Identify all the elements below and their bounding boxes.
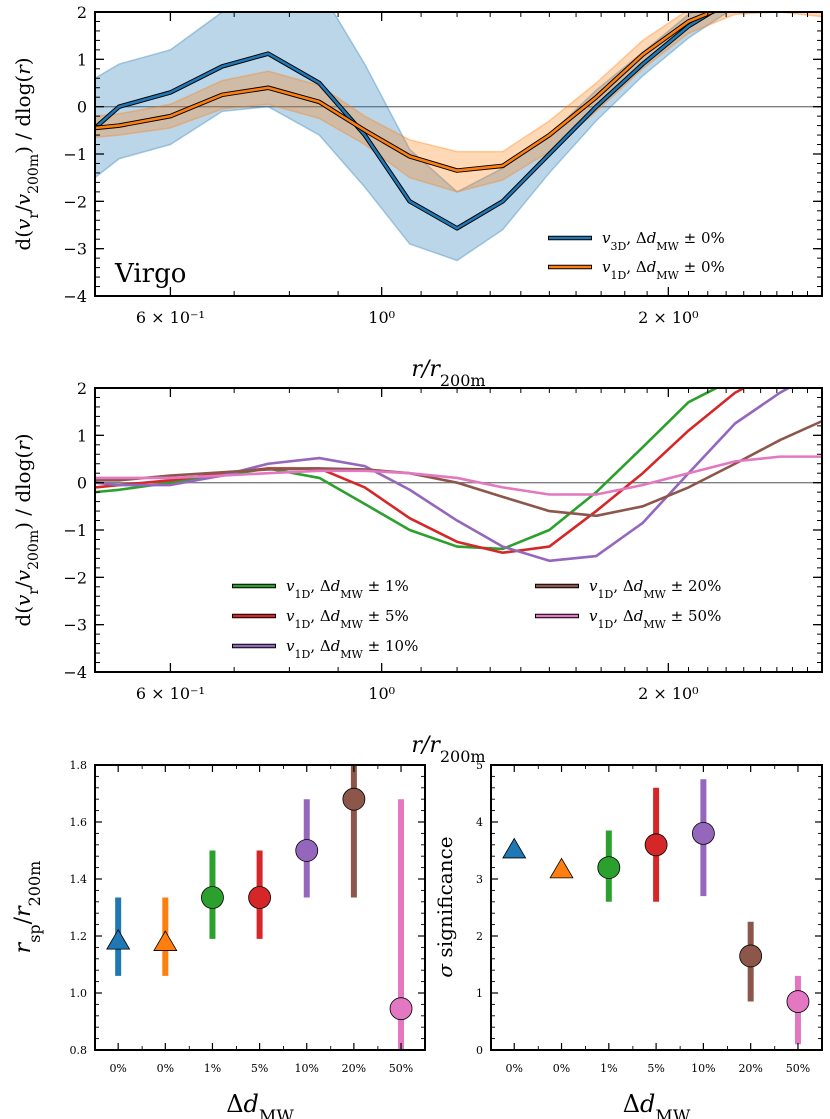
bottom-right-marker-circle-purple <box>691 822 715 845</box>
middle-xlabel: r/r200m <box>411 733 485 766</box>
bottom-left-xtick-label: 5% <box>251 1062 268 1075</box>
bottom-left-marker-circle-green <box>201 886 224 909</box>
middle-xtick-label: 2 × 10⁰ <box>638 684 699 703</box>
bottom-right-ytick-label: 0 <box>476 1044 483 1057</box>
top-xtick-label: 10⁰ <box>368 308 395 327</box>
top-xtick-label: 2 × 10⁰ <box>638 308 699 327</box>
middle-legend-label: v1D, ΔdMW ± 10% <box>286 637 418 661</box>
top-ytick-label: −3 <box>63 240 87 259</box>
bottom-right-ytick-label: 2 <box>476 930 483 943</box>
top-ytick-label: 1 <box>77 50 87 69</box>
middle-ytick-label: −3 <box>63 616 87 635</box>
middle-legend-label: v1D, ΔdMW ± 5% <box>286 607 409 631</box>
middle-plot-area <box>95 388 822 563</box>
bottom-right-marker-circle-pink <box>786 990 810 1013</box>
middle-legend-label: v1D, ΔdMW ± 20% <box>589 577 721 601</box>
bottom-left-marker-circle-purple <box>295 839 319 862</box>
top-band-blue <box>95 12 730 262</box>
bottom-left-ytick-label: 1.2 <box>70 930 88 943</box>
bottom-left-xtick-label: 50% <box>389 1062 413 1075</box>
middle-xtick-label: 6 × 10⁻¹ <box>136 684 205 703</box>
top-ytick-label: −1 <box>63 145 87 164</box>
top-ytick-label: −2 <box>63 192 87 211</box>
bottom-right-xtick-label: 0% <box>506 1062 523 1075</box>
middle-line-purple <box>95 388 792 563</box>
bottom-left-marker-circle-pink <box>389 997 413 1021</box>
bottom-left-ytick-label: 1.6 <box>70 816 88 829</box>
middle-line-brown <box>95 419 822 518</box>
bottom-left-marker-triangle-blue <box>106 928 131 950</box>
middle-legend-label: v1D, ΔdMW ± 50% <box>589 607 721 631</box>
bottom-left-splashback-radius-plot: 0.8 1.0 1.2 1.4 1.6 1.8 0% 0% 1% 5% 10% 20% 50% ΔdMW r… <box>11 759 426 1119</box>
bottom-right-ylabel: σ significance <box>433 836 457 977</box>
bottom-left-xlabel: ΔdMW <box>226 1090 294 1119</box>
top-panel-derivative-plot: −4 −3 −2 −1 0 1 2 6 × 10⁻¹ 10⁰ 2 × 10⁰ r/r200m d(vr… <box>11 3 823 390</box>
middle-ytick-label: 1 <box>77 426 87 445</box>
bottom-left-marker-circle-brown <box>342 787 366 811</box>
bottom-right-ytick-label: 4 <box>476 816 483 829</box>
top-ylabel: d(vr/v200m) / dlog(r) <box>11 57 42 250</box>
bottom-right-marker-circle-red <box>644 833 668 857</box>
bottom-right-xtick-label: 0% <box>553 1062 570 1075</box>
middle-ytick-label: −2 <box>63 568 87 587</box>
middle-line-pink <box>95 455 822 496</box>
middle-legend-label: v1D, ΔdMW ± 1% <box>286 577 409 601</box>
bottom-right-xtick-label: 1% <box>600 1062 617 1075</box>
bottom-left-marker-triangle-orange <box>153 930 178 951</box>
bottom-right-marker-triangle-blue <box>502 837 527 859</box>
middle-ytick-label: −1 <box>63 521 87 540</box>
bottom-left-xtick-label: 10% <box>295 1062 319 1075</box>
bottom-right-ytick-label: 5 <box>476 759 483 772</box>
top-ytick-label: 2 <box>77 3 87 22</box>
bottom-left-ylabel: rsp/r200m <box>11 861 44 954</box>
bottom-right-marker-circle-green <box>597 856 621 879</box>
middle-frame <box>94 387 823 673</box>
bottom-right-marker-circle-brown <box>739 944 763 968</box>
bottom-left-ytick-label: 1.0 <box>70 987 88 1000</box>
bottom-left-marker-circle-red <box>248 886 272 909</box>
middle-ytick-label: 0 <box>77 474 87 493</box>
top-legend-label: v3D, ΔdMW ± 0% <box>602 229 725 253</box>
bottom-left-ytick-label: 1.8 <box>70 759 88 772</box>
bottom-left-plot-area <box>106 765 413 1050</box>
bottom-right-xtick-label: 20% <box>738 1062 762 1075</box>
middle-xtick-label: 10⁰ <box>368 684 395 703</box>
bottom-right-marker-triangle-orange <box>549 857 574 879</box>
top-ytick-label: 0 <box>77 98 87 117</box>
middle-ylabel: d(vr/v200m) / dlog(r) <box>11 433 42 626</box>
bottom-right-xtick-label: 5% <box>647 1062 664 1075</box>
bottom-left-xtick-label: 1% <box>204 1062 221 1075</box>
top-plot-area <box>95 12 822 262</box>
bottom-right-xtick-label: 10% <box>691 1062 715 1075</box>
top-legend-label: v1D, ΔdMW ± 0% <box>602 258 725 282</box>
top-xlabel: r/r200m <box>411 357 485 390</box>
middle-panel-derivative-plot: −4 −3 −2 −1 0 1 2 6 × 10⁻¹ 10⁰ 2 × 10⁰ r/r200m d(vr… <box>11 379 823 766</box>
bottom-left-xtick-label: 20% <box>342 1062 366 1075</box>
bottom-left-xtick-label: 0% <box>109 1062 126 1075</box>
top-xtick-label: 6 × 10⁻¹ <box>136 308 205 327</box>
bottom-right-xlabel: ΔdMW <box>623 1090 691 1119</box>
bottom-right-ytick-label: 1 <box>476 987 483 1000</box>
top-annotation-virgo: Virgo <box>114 259 186 289</box>
top-line-orange <box>95 12 716 172</box>
bottom-left-xtick-label: 0% <box>157 1062 174 1075</box>
bottom-right-plot-area <box>502 779 810 1045</box>
bottom-right-xtick-label: 50% <box>786 1062 810 1075</box>
top-ytick-label: −4 <box>63 287 87 306</box>
bottom-left-ytick-label: 0.8 <box>70 1044 88 1057</box>
middle-ytick-label: −4 <box>63 663 87 682</box>
middle-ytick-label: 2 <box>77 379 87 398</box>
bottom-right-ytick-label: 3 <box>476 873 483 886</box>
bottom-left-ytick-label: 1.4 <box>70 873 88 886</box>
